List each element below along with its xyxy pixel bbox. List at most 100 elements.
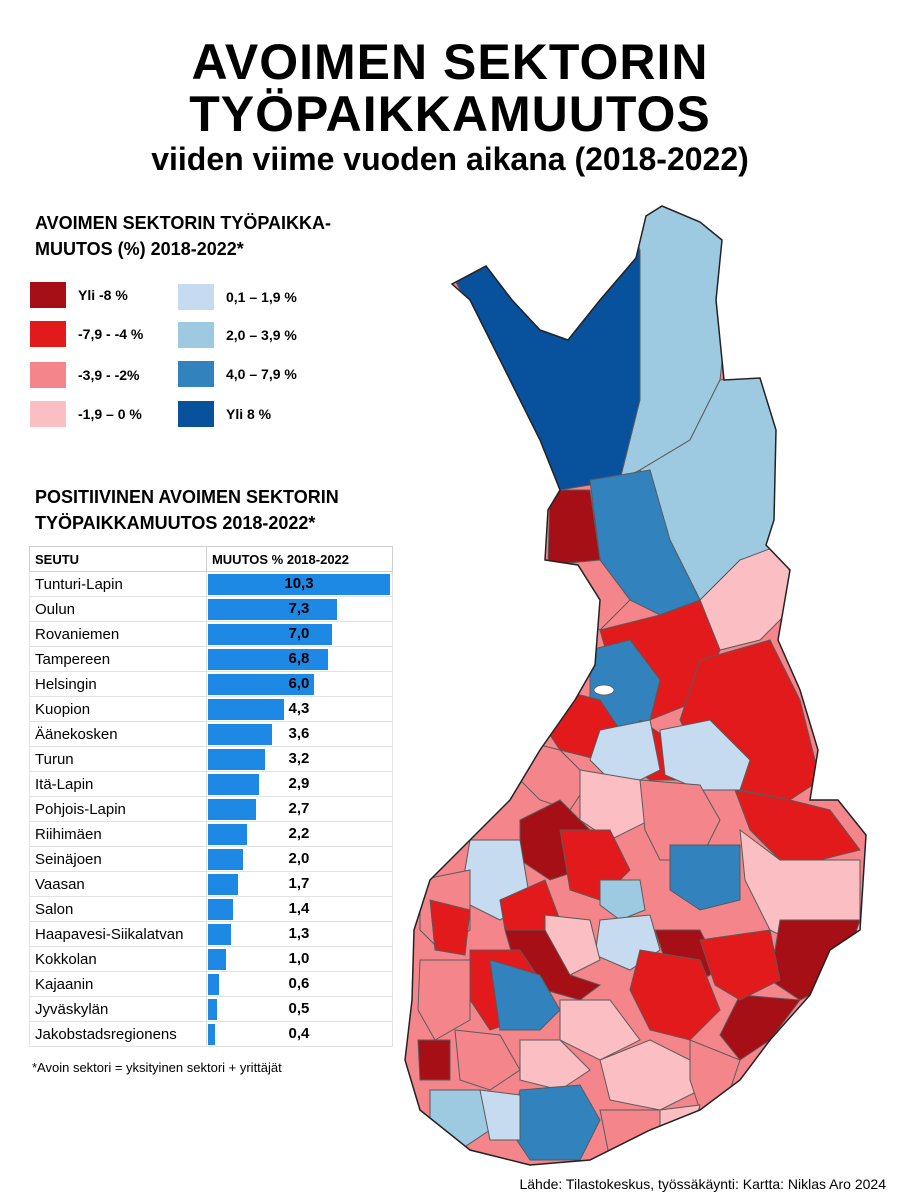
change-cell: 3,2 (205, 746, 394, 772)
table-row: Kajaanin 0,6 (29, 971, 394, 997)
change-cell: 2,0 (205, 846, 394, 872)
map-region (417, 959, 471, 1041)
change-bar (207, 699, 284, 720)
change-value: 6,0 (288, 675, 310, 692)
change-bar (207, 824, 247, 845)
change-cell: 6,0 (205, 671, 394, 697)
change-cell: 2,9 (205, 771, 394, 797)
legend-title: AVOIMEN SEKTORIN TYÖPAIKKA-MUUTOS (%) 20… (35, 213, 332, 259)
change-cell: 1,0 (205, 946, 394, 972)
table-body: Tunturi-Lapin 10,3 Oulun 7,3 Rovaniemen 7,0 Ta… (29, 571, 394, 1047)
region-name: Itä-Lapin (29, 771, 207, 797)
change-value: 7,0 (288, 625, 310, 642)
change-value: 4,3 (288, 700, 310, 717)
map-region (579, 769, 651, 841)
change-value: 2,2 (288, 825, 310, 842)
change-value: 2,9 (288, 775, 310, 792)
table-row: Helsingin 6,0 (29, 671, 394, 697)
legend-swatch (30, 401, 66, 427)
legend-item: Yli 8 % (178, 401, 271, 427)
change-bar (207, 674, 314, 695)
change-value: 0,4 (288, 1025, 310, 1042)
map-region (669, 844, 741, 911)
region-name: Kokkolan (29, 946, 207, 972)
table-row: Pohjois-Lapin 2,7 (29, 796, 394, 822)
legend-label: -7,9 - -4 % (78, 326, 144, 342)
change-value: 6,8 (288, 650, 310, 667)
region-name: Kuopion (29, 696, 207, 722)
bar-table-title: POSITIIVINEN AVOIMEN SEKTORIN TYÖPAIKKAM… (35, 487, 339, 533)
map-subtitle: viiden viime vuoden aikana (2018-2022) (151, 141, 749, 177)
change-cell: 1,7 (205, 871, 394, 897)
table-row: Kuopion 4,3 (29, 696, 394, 722)
change-cell: 0,6 (205, 971, 394, 997)
change-bar (207, 1024, 215, 1045)
change-value: 1,4 (288, 900, 310, 917)
region-name: Helsingin (29, 671, 207, 697)
change-bar (207, 849, 243, 870)
change-cell: 2,2 (205, 821, 394, 847)
region-name: Tampereen (29, 646, 207, 672)
change-value: 1,0 (288, 950, 310, 967)
source-credit: Lähde: Tilastokeskus, työssäkäynti: Kart… (519, 1176, 886, 1192)
table-header-row: SEUTU MUUTOS % 2018-2022 (29, 546, 394, 572)
map-region (659, 719, 751, 791)
map-region (559, 999, 641, 1061)
region-name: Salon (29, 896, 207, 922)
change-cell: 3,6 (205, 721, 394, 747)
legend-item: -3,9 - -2% (30, 362, 139, 388)
map-region (479, 1089, 521, 1141)
change-cell: 0,5 (205, 996, 394, 1022)
change-bar (207, 949, 226, 970)
region-name: Vaasan (29, 871, 207, 897)
change-bar (207, 899, 233, 920)
change-value: 1,7 (288, 875, 310, 892)
table-row: Salon 1,4 (29, 896, 394, 922)
change-value: 7,3 (288, 600, 310, 617)
region-name: Riihimäen (29, 821, 207, 847)
legend-label: -3,9 - -2% (78, 367, 140, 383)
legend-swatch (30, 282, 66, 308)
table-row: Turun 3,2 (29, 746, 394, 772)
change-cell: 1,3 (205, 921, 394, 947)
column-header-region: SEUTU (29, 546, 207, 572)
lake (593, 684, 615, 696)
change-cell: 10,3 (205, 571, 394, 597)
legend-swatch (178, 361, 214, 387)
change-value: 2,7 (288, 800, 310, 817)
table-row: Oulun 7,3 (29, 596, 394, 622)
change-value: 3,6 (288, 725, 310, 742)
region-name: Jakobstadsregionens (29, 1021, 207, 1047)
change-table: SEUTU MUUTOS % 2018-2022 Tunturi-Lapin 10… (29, 546, 394, 1047)
change-bar (207, 599, 337, 620)
table-row: Vaasan 1,7 (29, 871, 394, 897)
change-cell: 2,7 (205, 796, 394, 822)
table-row: Äänekosken 3,6 (29, 721, 394, 747)
legend-item: 0,1 – 1,9 % (178, 284, 297, 310)
region-name: Haapavesi-Siikalatvan (29, 921, 207, 947)
change-cell: 7,0 (205, 621, 394, 647)
region-name: Pohjois-Lapin (29, 796, 207, 822)
legend-label: 0,1 – 1,9 % (226, 289, 297, 305)
change-bar (207, 974, 219, 995)
column-header-change: MUUTOS % 2018-2022 (205, 546, 394, 572)
legend-item: -7,9 - -4 % (30, 321, 143, 347)
map-region (454, 1029, 521, 1091)
table-row: Itä-Lapin 2,9 (29, 771, 394, 797)
change-value: 0,5 (288, 1000, 310, 1017)
table-row: Rovaniemen 7,0 (29, 621, 394, 647)
table-row: Kokkolan 1,0 (29, 946, 394, 972)
change-bar (207, 874, 238, 895)
region-name: Turun (29, 746, 207, 772)
map-region (417, 1039, 451, 1081)
region-name: Jyväskylän (29, 996, 207, 1022)
finland-outline (404, 205, 867, 1166)
legend-label: 4,0 – 7,9 % (226, 366, 297, 382)
change-value: 0,6 (288, 975, 310, 992)
legend-swatch (178, 322, 214, 348)
table-row: Tampereen 6,8 (29, 646, 394, 672)
footnote: *Avoin sektori = yksityinen sektori + yr… (32, 1060, 282, 1075)
table-row: Tunturi-Lapin 10,3 (29, 571, 394, 597)
change-cell: 6,8 (205, 646, 394, 672)
